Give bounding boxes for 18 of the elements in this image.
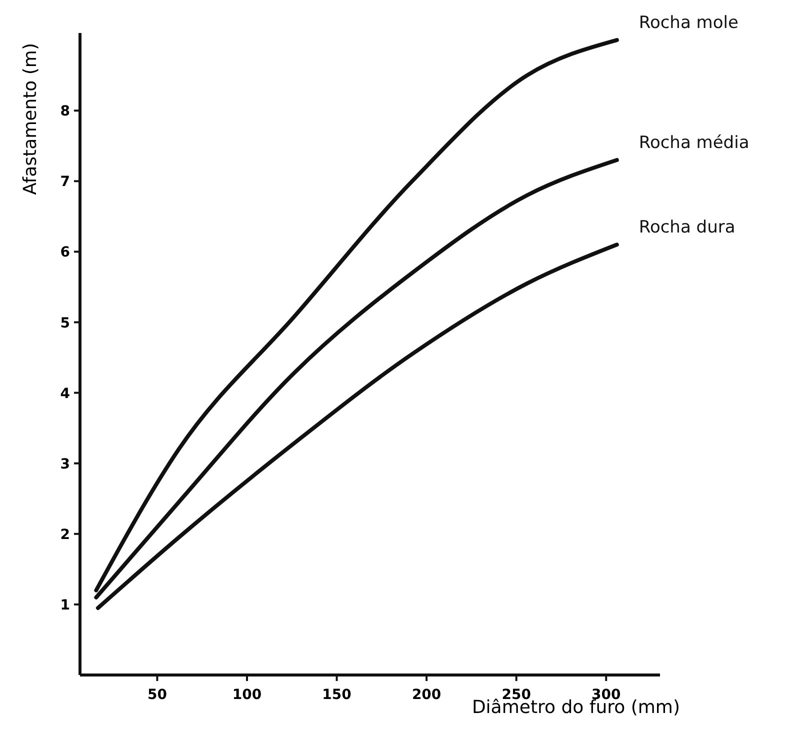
x-tick-label: 50 (147, 687, 168, 703)
y-tick-label: 3 (60, 456, 70, 472)
y-tick-label: 2 (60, 526, 70, 543)
y-tick-label: 4 (60, 386, 70, 402)
x-tick-label: 250 (502, 687, 532, 703)
y-axis-title: Afastamento (m) (20, 43, 41, 195)
line-series (96, 242, 619, 610)
series-label: Rocha média (638, 132, 750, 153)
x-tick-label: 100 (232, 687, 262, 703)
x-tick-label: 200 (412, 687, 442, 703)
y-tick-label: 8 (60, 104, 70, 120)
series-label: Rocha mole (638, 13, 738, 34)
y-tick-label: 1 (60, 597, 70, 614)
x-tick-label: 150 (322, 687, 352, 703)
y-tick-label: 6 (60, 244, 70, 261)
y-tick-label: 7 (60, 174, 70, 190)
y-tick-label: 5 (60, 315, 70, 332)
series-label: Rocha dura (638, 218, 736, 238)
